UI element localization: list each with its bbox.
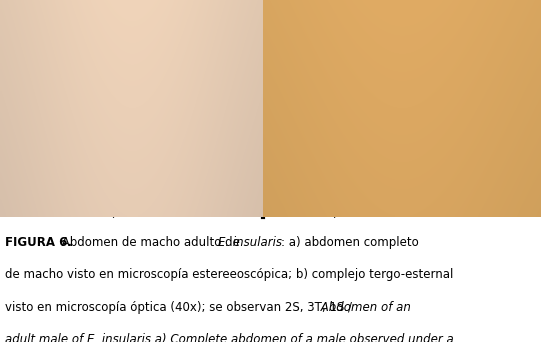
Text: visto en microscopía óptica (40x); se observan 2S, 3T, 1S./: visto en microscopía óptica (40x); se ob… (5, 301, 352, 314)
Text: FIGURA 6.: FIGURA 6. (5, 236, 72, 249)
Text: adult male of E. insularis a) Complete abdomen of a male observed under a: adult male of E. insularis a) Complete a… (5, 333, 454, 342)
Text: Abdomen de macho adulto de: Abdomen de macho adulto de (58, 236, 243, 249)
Text: 3T: 3T (377, 207, 392, 220)
Text: 1S: 1S (441, 207, 457, 220)
Text: a): a) (104, 207, 117, 220)
Text: 2S: 2S (229, 207, 245, 220)
Text: b): b) (326, 207, 339, 220)
Text: de macho visto en microscopía estereeoscópica; b) complejo tergo-esternal: de macho visto en microscopía estereeosc… (5, 268, 453, 281)
Text: : a) abdomen completo: : a) abdomen completo (281, 236, 419, 249)
Text: E. insularis: E. insularis (218, 236, 282, 249)
Text: Abdomen of an: Abdomen of an (317, 301, 411, 314)
